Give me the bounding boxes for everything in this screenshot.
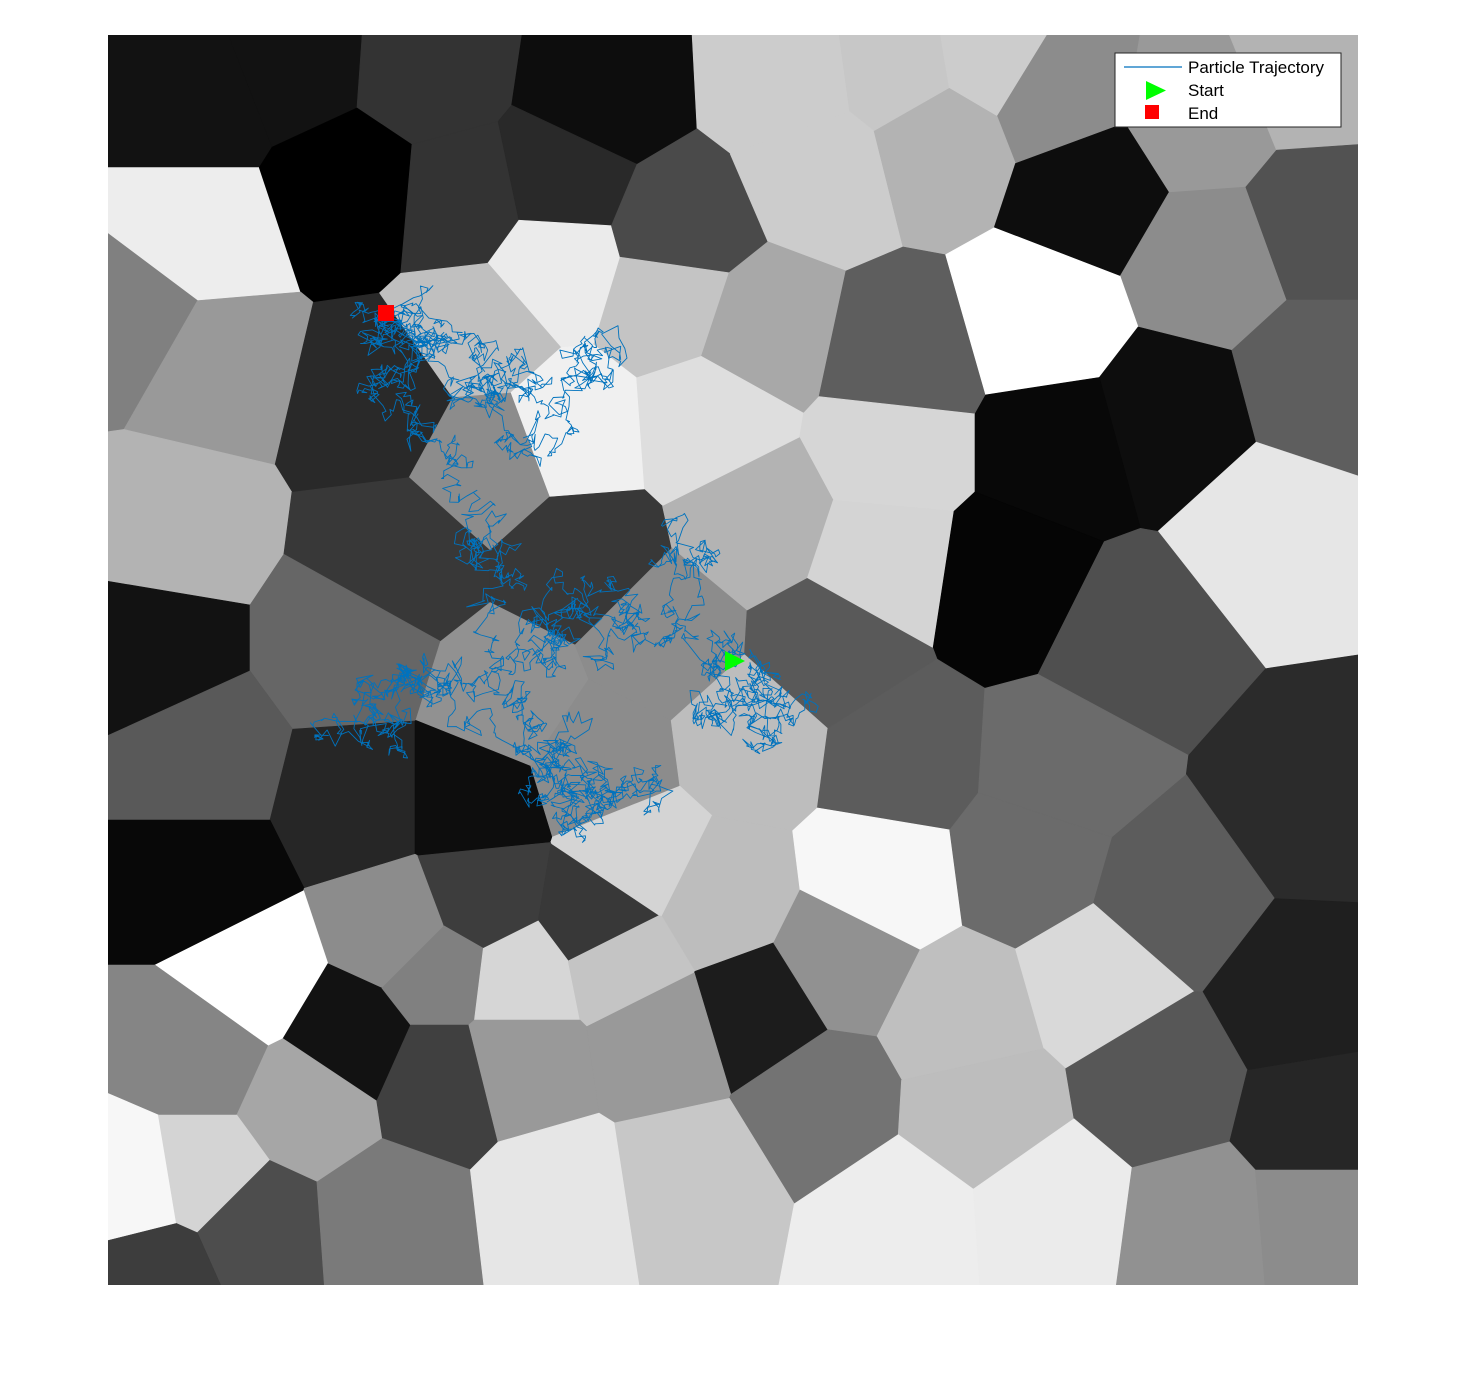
legend: Particle Trajectory Start End [1114, 52, 1342, 128]
legend-start-label: Start [1188, 81, 1224, 100]
legend-start-swatch [1146, 81, 1166, 100]
legend-trajectory-label: Particle Trajectory [1188, 58, 1325, 77]
legend-end-label: End [1188, 104, 1218, 123]
start-marker [725, 651, 745, 671]
plot-area [108, 35, 1358, 1285]
markers [378, 305, 745, 671]
voronoi-cell [1255, 1169, 1358, 1285]
voronoi-cell [1245, 144, 1358, 301]
end-marker [378, 305, 394, 321]
legend-end-swatch [1145, 105, 1159, 119]
voronoi-cell [1231, 299, 1358, 477]
particle-trajectory [309, 285, 819, 843]
trajectory-line [309, 285, 819, 843]
voronoi-cell [108, 1223, 221, 1285]
